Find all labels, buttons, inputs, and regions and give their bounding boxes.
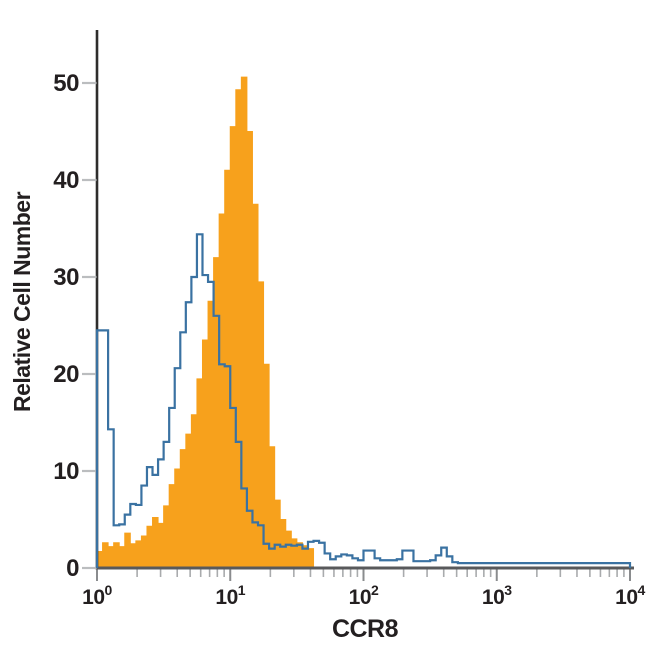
y-tick-label: 20 — [53, 361, 79, 388]
x-axis-title: CCR8 — [332, 615, 399, 643]
open-histogram-series — [95, 233, 632, 568]
y-tick-label: 10 — [53, 458, 79, 485]
filled-series-layer — [96, 76, 315, 569]
x-tick-label: 104 — [615, 582, 645, 609]
y-tick-label: 50 — [53, 70, 79, 97]
x-tick-label: 101 — [215, 582, 245, 609]
y-tick-label: 40 — [53, 167, 79, 194]
axes-layer: 0 10 20 30 40 50 100 101 102 103 104 — [53, 30, 646, 609]
y-tick-label: 0 — [66, 555, 79, 582]
y-tick-label: 30 — [53, 264, 79, 291]
x-tick-label: 100 — [82, 582, 112, 609]
x-tick-label: 102 — [349, 582, 379, 609]
x-tick-label: 103 — [482, 582, 512, 609]
y-axis-title: Relative Cell Number — [9, 191, 35, 412]
filled-histogram-series — [96, 76, 315, 569]
open-series-layer — [95, 233, 632, 568]
